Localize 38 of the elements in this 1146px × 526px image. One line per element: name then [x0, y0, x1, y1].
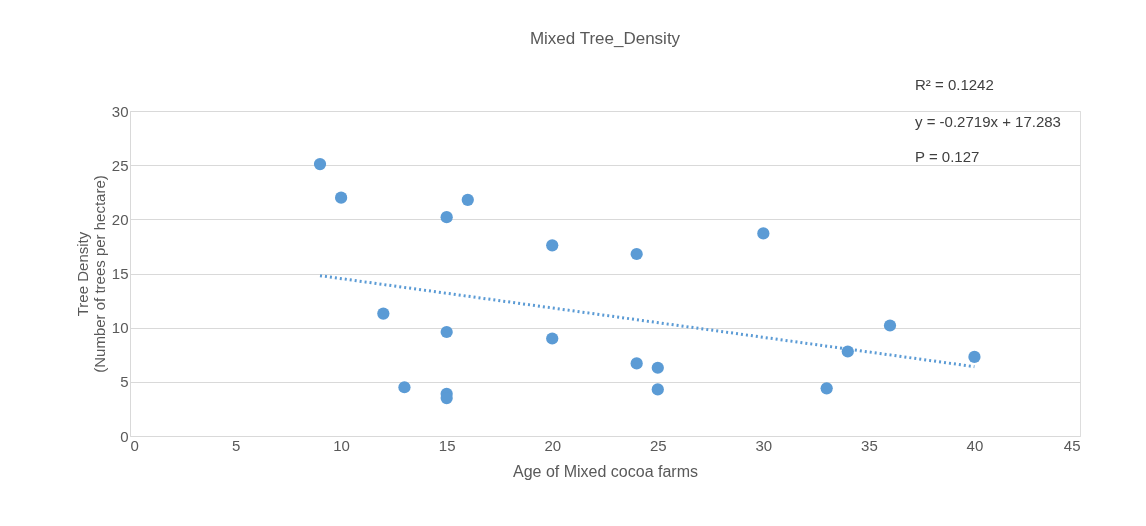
chart-title: Mixed Tree_Density	[529, 29, 681, 48]
point	[757, 227, 770, 240]
x-tick-label: 25	[649, 436, 667, 454]
point	[398, 381, 411, 394]
point	[651, 361, 664, 374]
x-axis-title: Age of Mixed cocoa farms	[513, 462, 698, 480]
point	[377, 307, 390, 320]
x-tick-label: 15	[438, 436, 456, 454]
y-tick-label: 10	[111, 319, 129, 337]
y-tick-label: 20	[111, 210, 129, 228]
point	[546, 332, 559, 345]
annotation: P = 0.127	[915, 148, 980, 165]
y-tick-label: 5	[120, 373, 129, 391]
point	[968, 350, 981, 364]
y-tick-label: 25	[111, 156, 129, 174]
point	[883, 319, 897, 332]
x-tick-label: 20	[544, 436, 562, 454]
x-tick-label: 35	[861, 436, 878, 454]
point	[461, 193, 474, 206]
point	[546, 239, 559, 252]
point	[440, 325, 453, 339]
y-axis-title: Tree Density (Number of trees per hectare)	[73, 175, 108, 373]
point	[334, 191, 348, 204]
point	[630, 357, 643, 370]
x-tick-label: 30	[755, 436, 773, 454]
x-tick-label: 45	[1063, 436, 1081, 454]
y-tick-label: 30	[111, 102, 129, 120]
point	[313, 157, 327, 171]
point	[820, 382, 833, 395]
annotation: y = -0.2719x + 17.283	[915, 113, 1061, 130]
x-tick-label: 10	[333, 436, 350, 454]
x-tick-label: 40	[966, 436, 984, 454]
text: R² = 0.1242	[915, 76, 994, 93]
point	[440, 211, 453, 224]
point	[630, 247, 643, 261]
y-tick-label: 15	[111, 265, 129, 282]
point	[651, 383, 664, 396]
x-tick-label: 5	[231, 436, 241, 454]
